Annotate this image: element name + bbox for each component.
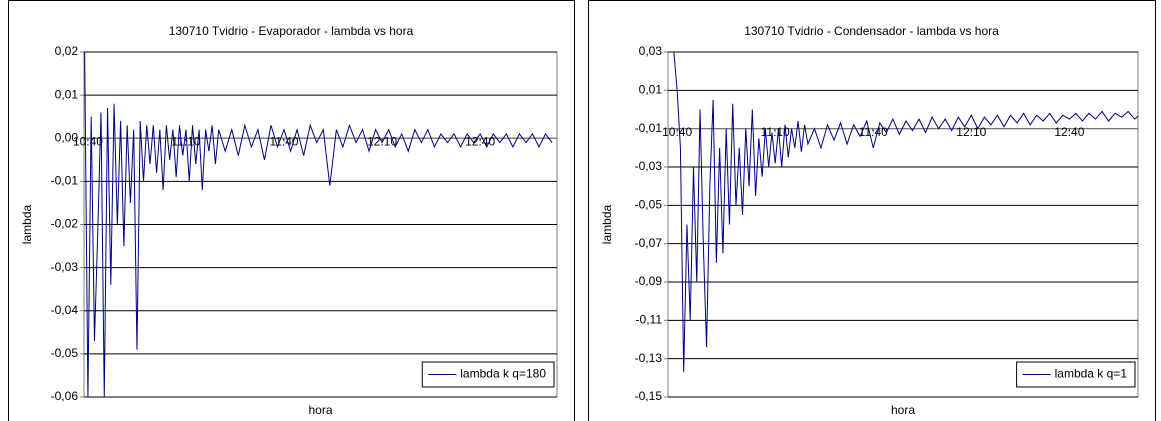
y-tick-label: -0,15	[635, 389, 663, 403]
y-tick-label: -0,05	[51, 346, 79, 360]
y-tick-label: -0,03	[635, 159, 663, 173]
y-tick-label: 0,01	[55, 87, 79, 101]
y-tick-label: -0,13	[635, 351, 663, 365]
x-tick-label: 12:40	[465, 134, 495, 148]
x-axis-label: hora	[891, 403, 915, 417]
y-axis-label: lambda	[600, 204, 614, 244]
data-line	[673, 52, 1138, 373]
y-tick-label: -0,07	[635, 236, 663, 250]
y-axis-label: lambda	[20, 204, 34, 244]
chart-title: 130710 Tvidrio - Condensador - lambda vs…	[744, 24, 999, 38]
y-tick-label: -0,01	[51, 174, 79, 188]
chart-panel: 130710 Tvidrio - Evaporador - lambda vs …	[8, 0, 575, 421]
y-tick-label: 0,03	[639, 44, 663, 58]
plot-area	[667, 51, 1139, 398]
y-tick-label: 0,00	[55, 130, 79, 144]
legend-label: lambda k q=1	[1055, 367, 1128, 381]
x-tick-label: 11:10	[761, 125, 790, 139]
y-tick-label: -0,01	[635, 121, 663, 135]
x-tick-label: 10:40	[73, 134, 103, 148]
y-tick-label: 0,01	[639, 83, 663, 97]
x-tick-label: 10:40	[662, 125, 692, 139]
x-tick-label: 11:40	[859, 125, 888, 139]
y-tick-label: -0,05	[635, 198, 663, 212]
chart-panel: 130710 Tvidrio - Condensador - lambda vs…	[588, 0, 1156, 421]
y-tick-label: -0,04	[51, 303, 79, 317]
y-tick-label: -0,03	[51, 260, 79, 274]
x-tick-label: 12:40	[1054, 125, 1084, 139]
chart-title: 130710 Tvidrio - Evaporador - lambda vs …	[169, 24, 414, 38]
y-tick-label: 0,02	[55, 44, 79, 58]
y-tick-label: -0,09	[635, 274, 663, 288]
data-line	[84, 52, 553, 397]
legend: lambda k q=1	[1016, 361, 1136, 388]
y-tick-label: -0,11	[636, 313, 663, 327]
x-tick-label: 12:10	[956, 125, 986, 139]
x-axis-label: hora	[308, 403, 332, 417]
legend-label: lambda k q=180	[460, 367, 546, 381]
y-tick-label: -0,06	[51, 389, 79, 403]
legend: lambda k q=180	[421, 361, 555, 388]
y-tick-label: -0,02	[51, 217, 79, 231]
